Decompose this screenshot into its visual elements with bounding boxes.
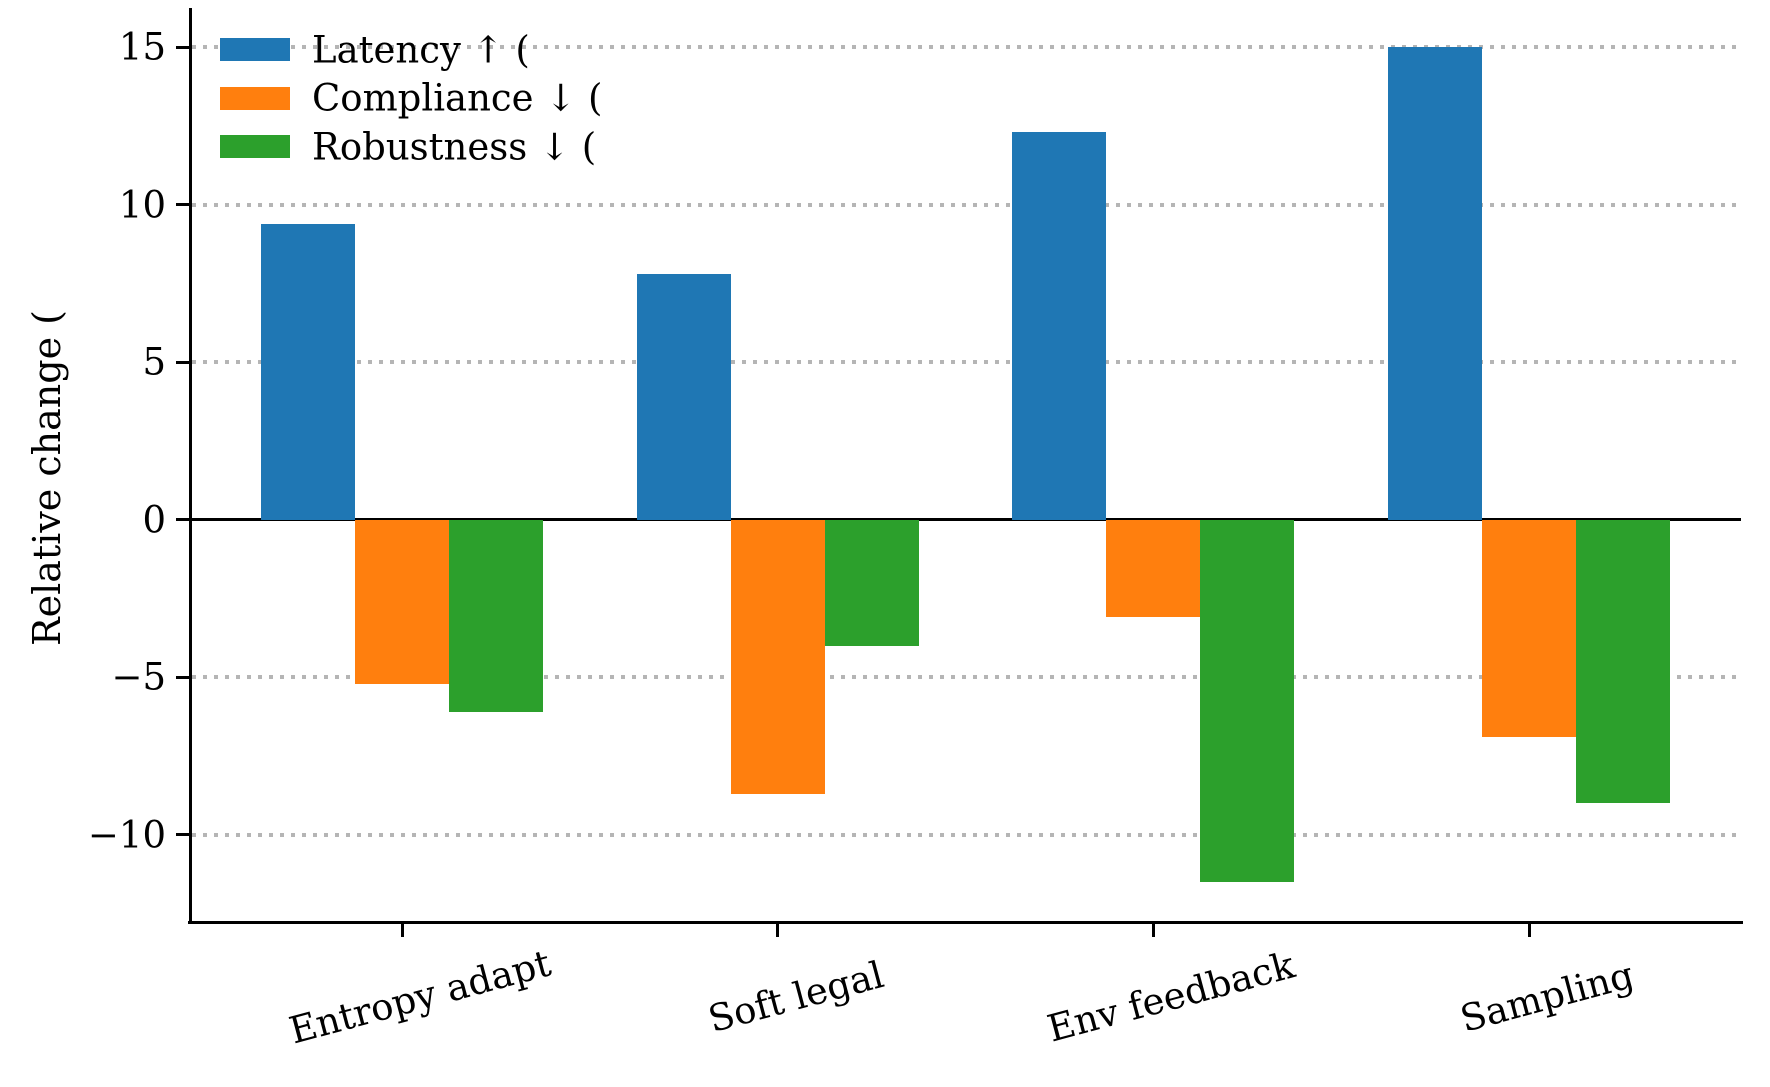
legend-label-robustness: Robustness ↓ ( <box>312 125 597 168</box>
bar-compliance-env-feedback <box>1106 519 1201 618</box>
x-tick <box>400 923 404 937</box>
y-tick <box>176 518 189 522</box>
y-axis-spine <box>189 8 192 923</box>
y-tick-label: 5 <box>142 340 166 384</box>
x-tick-label-env-feedback: Env feedback <box>1043 943 1300 1051</box>
y-tick-label: 0 <box>142 498 166 542</box>
bar-compliance-entropy-adapt <box>355 519 449 684</box>
x-axis-spine <box>188 921 1743 924</box>
bar-robustness-soft-legal <box>824 519 919 646</box>
y-tick-label: 15 <box>118 25 166 69</box>
y-tick <box>176 675 189 679</box>
x-tick <box>776 923 780 937</box>
bar-latency-soft-legal <box>636 274 731 520</box>
x-tick-label-soft-legal: Soft legal <box>703 953 888 1041</box>
bar-latency-sampling <box>1388 47 1482 520</box>
x-tick-label-entropy-adapt: Entropy adapt <box>284 941 556 1053</box>
x-tick-label-sampling: Sampling <box>1455 953 1639 1041</box>
legend-swatch-compliance <box>220 86 290 110</box>
y-tick-label: −10 <box>87 813 166 857</box>
bar-latency-env-feedback <box>1012 132 1107 520</box>
y-tick <box>176 833 189 837</box>
bar-latency-entropy-adapt <box>261 223 355 520</box>
zero-line <box>189 518 1741 522</box>
gridline-y-5 <box>192 675 1741 680</box>
bar-robustness-entropy-adapt <box>449 519 543 712</box>
legend-label-latency: Latency ↑ ( <box>312 28 530 71</box>
legend-swatch-latency <box>220 38 290 61</box>
legend-swatch-robustness <box>220 135 290 158</box>
x-tick <box>1527 923 1531 937</box>
x-tick <box>1151 923 1155 937</box>
y-tick <box>176 45 189 49</box>
y-tick <box>176 360 189 364</box>
bar-robustness-env-feedback <box>1200 519 1295 883</box>
gridline-y15 <box>192 45 1741 50</box>
gridline-y-10 <box>192 832 1741 837</box>
gridline-y5 <box>192 360 1741 365</box>
bar-compliance-sampling <box>1482 519 1576 738</box>
y-tick-label: 10 <box>118 183 166 227</box>
bar-robustness-sampling <box>1576 519 1670 804</box>
legend-label-compliance: Compliance ↓ ( <box>312 76 603 120</box>
y-tick <box>176 203 189 207</box>
bar-compliance-soft-legal <box>730 519 825 794</box>
y-tick-label: −5 <box>111 655 166 699</box>
gridline-y10 <box>192 202 1741 207</box>
